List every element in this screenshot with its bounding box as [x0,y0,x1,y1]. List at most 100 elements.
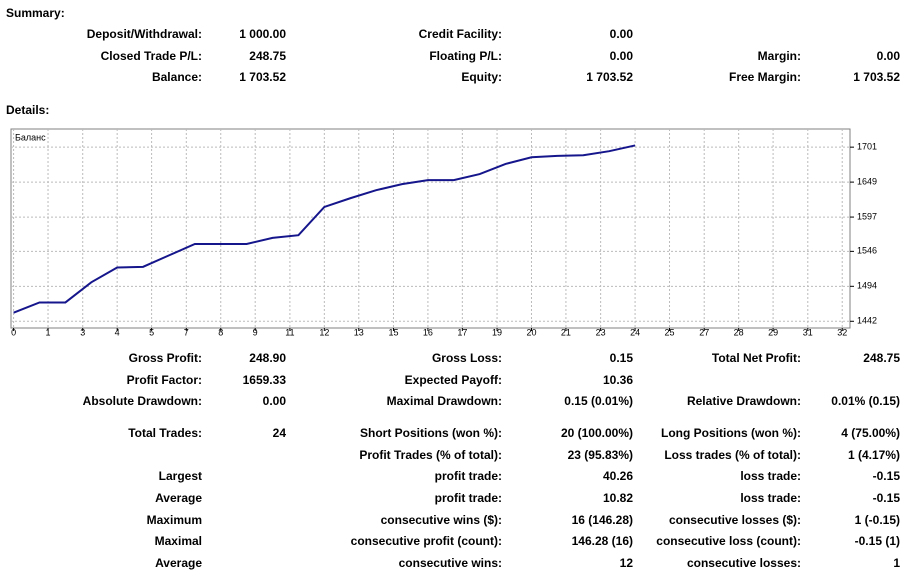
value: 10.82 [603,491,633,505]
details-heading: Details: [6,103,49,117]
x-tick-label: 0 [11,327,16,337]
x-tick-label: 28 [734,327,744,337]
legend-entry: Баланс [15,132,46,142]
x-tick-label: 12 [319,327,329,337]
label: Maximum [147,513,202,527]
value: 0.00 [263,394,287,408]
x-tick-label: 19 [492,327,502,337]
balance-line [13,144,636,314]
value: 1659.33 [243,373,287,387]
value: 0.00 [610,49,634,63]
plot-area [10,128,851,329]
value: 0.00 [610,27,634,41]
label: Average [155,491,202,505]
value: 0.15 (0.01%) [564,394,633,408]
x-tick-label: 16 [423,327,433,337]
label: Short Positions (won %): [360,426,502,440]
x-tick-label: 7 [184,327,189,337]
value: 1 703.52 [586,70,633,84]
value: 16 (146.28) [572,513,633,527]
x-tick-label: 15 [388,327,398,337]
label: Average [155,556,202,570]
label: Floating P/L: [429,49,502,63]
value: -0.15 [873,491,901,505]
x-tick-label: 8 [218,327,223,337]
value: 0.00 [877,49,901,63]
value: 1 [893,556,900,570]
x-tick-label: 3 [80,327,85,337]
label: Profit Factor: [127,373,202,387]
label: Credit Facility: [419,27,502,41]
x-tick-label: 23 [596,327,606,337]
label: consecutive wins ($): [381,513,502,527]
y-tick-label: 1442 [857,316,877,326]
y-tick-label: 1494 [857,281,877,291]
label: Loss trades (% of total): [664,448,801,462]
x-tick-label: 5 [149,327,154,337]
x-tick-label: 21 [561,327,571,337]
label: consecutive profit (count): [351,534,502,548]
label: Gross Loss: [432,351,502,365]
x-tick-label: 31 [803,327,813,337]
label: profit trade: [435,469,502,483]
value: 12 [620,556,634,570]
label: consecutive losses: [687,556,801,570]
label: consecutive loss (count): [656,534,801,548]
value: 1 703.52 [853,70,900,84]
x-tick-label: 32 [837,327,847,337]
value: 40.26 [603,469,633,483]
label: Gross Profit: [129,351,202,365]
value: -0.15 [873,469,901,483]
x-tick-label: 27 [699,327,709,337]
label: Expected Payoff: [405,373,502,387]
x-tick-label: 13 [354,327,364,337]
x-tick-label: 25 [665,327,675,337]
label: loss trade: [740,469,801,483]
x-tick-label: 11 [285,327,294,337]
x-tick-label: 1 [46,327,51,337]
x-tick-label: 29 [768,327,778,337]
label: Relative Drawdown: [687,394,801,408]
value: 248.90 [249,351,286,365]
label: Margin: [758,49,801,63]
label: Total Net Profit: [712,351,801,365]
value: 248.75 [863,351,900,365]
value: 0.01% (0.15) [831,394,900,408]
y-tick-label: 1701 [857,142,877,152]
label: Absolute Drawdown: [83,394,202,408]
label: Maximal Drawdown: [387,394,502,408]
value: 24 [273,426,287,440]
value: 10.36 [603,373,633,387]
value: 1 703.52 [239,70,286,84]
value: 1 000.00 [239,27,286,41]
value: 20 (100.00%) [561,426,633,440]
x-tick-label: 24 [630,327,640,337]
x-tick-label: 17 [457,327,467,337]
y-tick-label: 1546 [857,246,877,256]
value: 1 (4.17%) [848,448,900,462]
label: loss trade: [740,491,801,505]
label: Free Margin: [729,70,801,84]
y-tick-label: 1649 [857,176,877,186]
label: consecutive losses ($): [669,513,801,527]
label: Closed Trade P/L: [101,49,202,63]
x-tick-label: 9 [253,327,258,337]
label: Balance: [152,70,202,84]
value: 248.75 [249,49,286,63]
value: 4 (75.00%) [841,426,900,440]
x-tick-label: 20 [526,327,536,337]
label: Deposit/Withdrawal: [87,27,202,41]
value: 0.15 [610,351,634,365]
label: Profit Trades (% of total): [359,448,502,462]
value: 23 (95.83%) [568,448,633,462]
label: profit trade: [435,491,502,505]
label: Largest [159,469,202,483]
x-tick-label: 4 [115,327,120,337]
label: Long Positions (won %): [661,426,801,440]
label: Maximal [155,534,202,548]
summary-heading: Summary: [6,6,65,20]
value: 146.28 (16) [572,534,633,548]
value: 1 (-0.15) [855,513,900,527]
label: Total Trades: [128,426,202,440]
